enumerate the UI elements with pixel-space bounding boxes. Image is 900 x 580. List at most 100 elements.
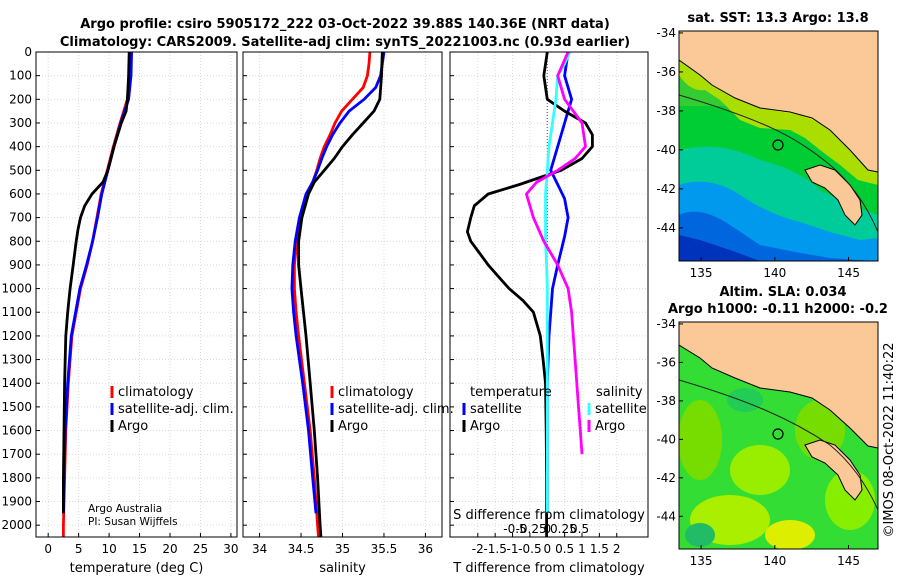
lat-tick-label: -38 xyxy=(656,104,676,118)
sst-map-title: sat. SST: 13.3 Argo: 13.8 xyxy=(687,11,868,26)
x-tick-label: 0 xyxy=(44,542,52,556)
depth-tick-label: 200 xyxy=(9,92,32,106)
x-tick-label: 0 xyxy=(543,542,551,556)
depth-tick-label: 1300 xyxy=(1,353,32,367)
figure-title: Argo profile: csiro 5905172_222 03-Oct-2… xyxy=(80,17,610,32)
x-tick-label: 1.5 xyxy=(590,542,609,556)
depth-tick-label: 1400 xyxy=(1,376,32,390)
difference-legend: temperature salinity satellite Argo sate… xyxy=(453,385,647,523)
temperature-legend: climatology satellite-adj. clim. Argo Ar… xyxy=(88,385,234,528)
x-axis-label: T difference from climatology xyxy=(452,561,645,576)
s-tick-label: 0.5 xyxy=(570,522,589,536)
depth-tick-label: 500 xyxy=(9,163,32,177)
x-tick-label: -1 xyxy=(507,542,519,556)
x-tick-label: 34 xyxy=(252,542,267,556)
depth-tick-label: 300 xyxy=(9,116,32,130)
series-line-argo xyxy=(297,51,384,538)
x-tick-label: 25 xyxy=(193,542,208,556)
depth-tick-label: 1500 xyxy=(1,400,32,414)
sla-map-axes: -34 -36 -38 -40 -42 -44 135 140 145 xyxy=(656,317,860,568)
x-tick-label: 35 xyxy=(335,542,350,556)
depth-tick-label: 2000 xyxy=(1,518,32,532)
legend-argo-label: Argo xyxy=(118,419,148,434)
legend-s-argo-label: Argo xyxy=(595,419,625,434)
argo-float-location xyxy=(772,139,784,151)
x-tick-label: 20 xyxy=(162,542,177,556)
legend-t-argo-label: Argo xyxy=(470,419,500,434)
depth-tick-label: 1900 xyxy=(1,495,32,509)
sst-map-axes: -34 -36 -38 -40 -42 -44 135 140 145 xyxy=(656,26,860,280)
imos-timestamp: ©IMOS 08-Oct-2022 11:40:22 xyxy=(882,342,897,537)
depth-tick-label: 0 xyxy=(24,45,32,59)
lon-tick-label: 140 xyxy=(763,554,786,568)
depth-tick-label: 600 xyxy=(9,187,32,201)
depth-tick-label: 1700 xyxy=(1,447,32,461)
depth-tick-label: 800 xyxy=(9,234,32,248)
s-tick-label: 0.25 xyxy=(550,522,577,536)
x-tick-label: -2 xyxy=(472,542,484,556)
sla-map-subtitle: Argo h1000: -0.11 h2000: -0.2 xyxy=(668,302,888,317)
lon-tick-label: 145 xyxy=(837,266,860,280)
credit-line-1: Argo Australia xyxy=(88,503,162,515)
x-tick-label: 15 xyxy=(132,542,147,556)
legend-climatology-label: climatology xyxy=(338,385,414,400)
lon-tick-label: 135 xyxy=(690,266,713,280)
depth-tick-label: 100 xyxy=(9,69,32,83)
depth-tick-label: 1200 xyxy=(1,329,32,343)
x-tick-label: 5 xyxy=(75,542,83,556)
x-axis-label: salinity xyxy=(319,561,366,576)
difference-panel: -2 -1.5 -1 -0.5 0 0.5 1 1.5 2-0.5-0.2500.250.5T … xyxy=(449,51,649,576)
lat-tick-label: -42 xyxy=(656,471,676,485)
x-tick-label: 30 xyxy=(223,542,238,556)
x-axis-label: temperature (deg C) xyxy=(70,561,204,576)
lat-tick-label: -34 xyxy=(656,317,676,331)
legend-s-satellite-label: satellite xyxy=(595,402,647,417)
temperature-panel: 0100200300400500600700800900100011001200… xyxy=(1,45,238,576)
argo-float-location xyxy=(772,428,784,440)
x-tick-label: 1 xyxy=(578,542,586,556)
depth-tick-label: 700 xyxy=(9,211,32,225)
x-tick-label: 35.5 xyxy=(371,542,398,556)
legend-climatology-label: climatology xyxy=(118,385,194,400)
s-tick-label: -0.5 xyxy=(503,522,526,536)
lat-tick-label: -38 xyxy=(656,394,676,408)
plot-frame xyxy=(35,51,238,538)
legend-argo-label: Argo xyxy=(338,419,368,434)
series-line-t-argo xyxy=(466,51,594,537)
depth-tick-label: 400 xyxy=(9,140,32,154)
lat-tick-label: -36 xyxy=(656,65,676,79)
x-tick-label: 0.5 xyxy=(555,542,574,556)
s-diff-axis-title: S difference from climatology xyxy=(453,508,645,523)
x-tick-label: 2 xyxy=(613,542,621,556)
depth-tick-label: 1000 xyxy=(1,282,32,296)
legend-t-satellite-label: satellite xyxy=(470,402,522,417)
legend-satellite-label: satellite-adj. clim. xyxy=(338,402,454,417)
salinity-panel: 34 34.5 35 35.5 36 salinity xyxy=(242,51,443,576)
sst-map xyxy=(679,31,878,261)
series-line-t-satellite xyxy=(545,51,573,514)
salinity-legend: climatology satellite-adj. clim. Argo xyxy=(330,385,454,434)
x-tick-label: -1.5 xyxy=(483,542,506,556)
depth-tick-label: 1800 xyxy=(1,471,32,485)
legend-satellite-label: satellite-adj. clim. xyxy=(118,402,234,417)
lat-tick-label: -42 xyxy=(656,182,676,196)
figure-subtitle: Climatology: CARS2009. Satellite-adj cli… xyxy=(60,35,630,50)
x-tick-label: 10 xyxy=(101,542,116,556)
lat-tick-label: -40 xyxy=(656,143,676,157)
x-tick-label: 36 xyxy=(418,542,433,556)
lat-tick-label: -36 xyxy=(656,355,676,369)
s-tick-label: -0.25 xyxy=(516,522,547,536)
lat-tick-label: -34 xyxy=(656,26,676,40)
credit-line-2: PI: Susan Wijffels xyxy=(88,516,178,528)
series-line-s-argo xyxy=(525,51,587,455)
depth-tick-label: 900 xyxy=(9,258,32,272)
lon-tick-label: 145 xyxy=(837,554,860,568)
plot-frame xyxy=(242,51,443,538)
sla-map-title: Altim. SLA: 0.034 xyxy=(720,285,847,300)
lat-tick-label: -44 xyxy=(656,509,676,523)
depth-tick-label: 1100 xyxy=(1,305,32,319)
legend-salinity-title: salinity xyxy=(596,385,643,400)
series-line-argo xyxy=(62,51,131,514)
depth-tick-label: 1600 xyxy=(1,424,32,438)
